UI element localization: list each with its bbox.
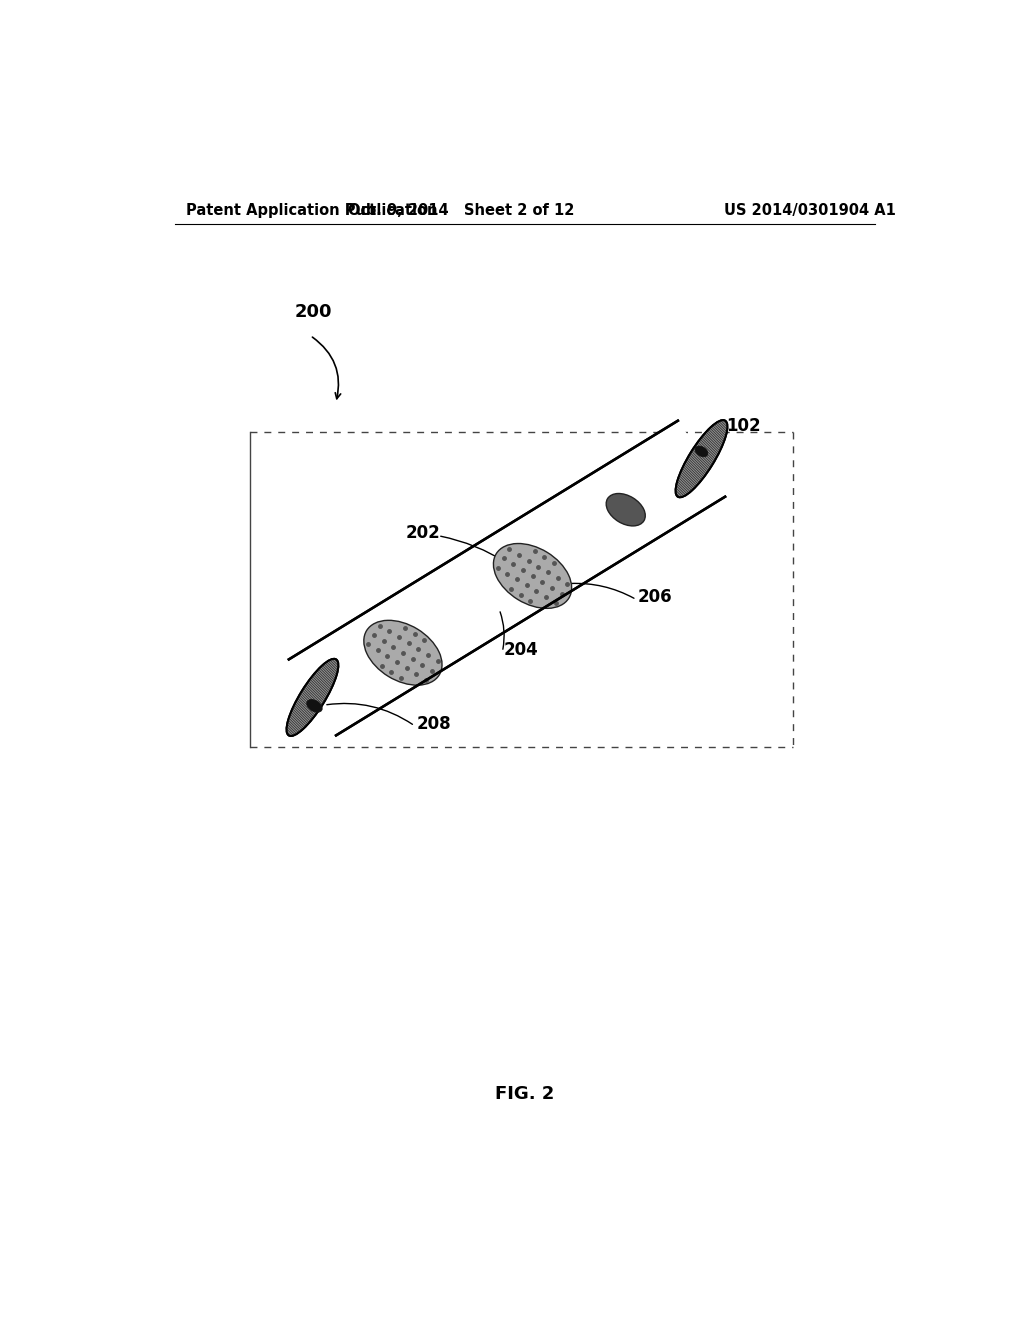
Ellipse shape: [306, 700, 323, 713]
Ellipse shape: [676, 420, 727, 498]
Text: Oct. 9, 2014   Sheet 2 of 12: Oct. 9, 2014 Sheet 2 of 12: [348, 203, 574, 218]
Ellipse shape: [364, 620, 442, 685]
Text: 206: 206: [638, 589, 673, 606]
Text: 102: 102: [726, 417, 761, 436]
Ellipse shape: [676, 420, 727, 498]
Text: 202: 202: [406, 524, 440, 543]
Text: 204: 204: [504, 640, 539, 659]
Text: 200: 200: [295, 304, 332, 321]
Text: 208: 208: [417, 715, 451, 734]
Ellipse shape: [695, 446, 708, 457]
FancyArrowPatch shape: [312, 337, 341, 399]
Text: US 2014/0301904 A1: US 2014/0301904 A1: [724, 203, 896, 218]
Text: FIG. 2: FIG. 2: [496, 1085, 554, 1104]
Ellipse shape: [287, 659, 338, 737]
Text: Patent Application Publication: Patent Application Publication: [186, 203, 437, 218]
Polygon shape: [289, 421, 725, 735]
Ellipse shape: [287, 659, 338, 737]
Ellipse shape: [606, 494, 645, 525]
Ellipse shape: [494, 544, 571, 609]
